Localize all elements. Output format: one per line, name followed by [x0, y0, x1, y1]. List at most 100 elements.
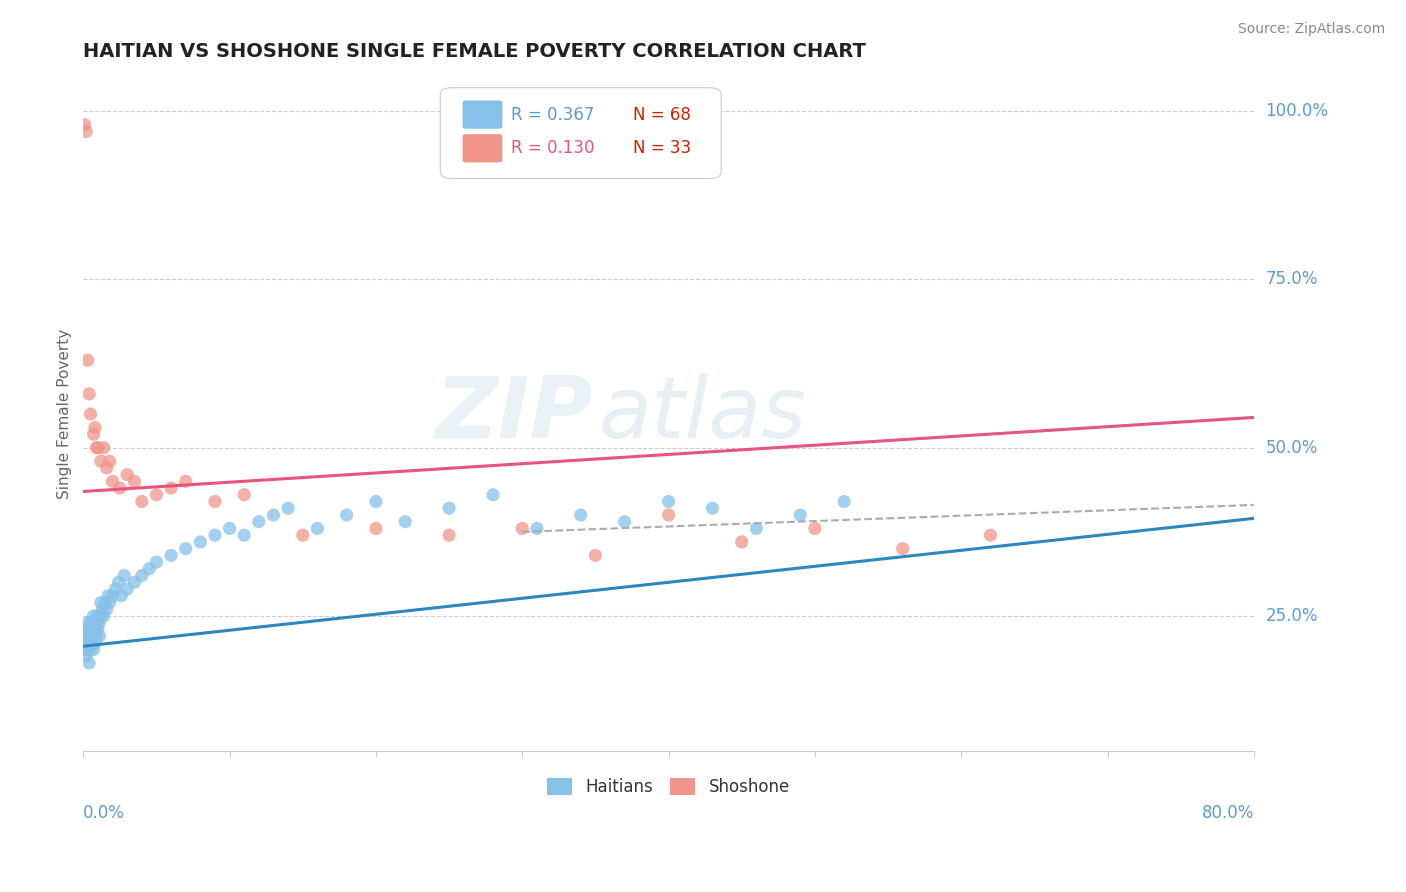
- Text: N = 68: N = 68: [634, 105, 692, 124]
- Point: [979, 528, 1001, 542]
- Point: [110, 589, 132, 603]
- Point: [891, 541, 914, 556]
- Point: [89, 629, 111, 643]
- Point: [84, 636, 107, 650]
- Point: [658, 494, 681, 508]
- Point: [138, 562, 160, 576]
- FancyBboxPatch shape: [463, 101, 502, 128]
- Y-axis label: Single Female Poverty: Single Female Poverty: [58, 329, 72, 500]
- Point: [90, 454, 112, 468]
- Point: [90, 595, 112, 609]
- Point: [233, 528, 256, 542]
- Point: [218, 521, 240, 535]
- Point: [174, 541, 197, 556]
- Point: [86, 615, 108, 630]
- Point: [291, 528, 314, 542]
- Point: [79, 642, 101, 657]
- Point: [87, 623, 110, 637]
- Point: [83, 629, 105, 643]
- Point: [79, 615, 101, 630]
- Text: atlas: atlas: [599, 373, 806, 456]
- Point: [87, 441, 110, 455]
- Text: Source: ZipAtlas.com: Source: ZipAtlas.com: [1237, 22, 1385, 37]
- Point: [526, 521, 548, 535]
- Point: [79, 407, 101, 421]
- Point: [789, 508, 811, 522]
- Point: [745, 521, 768, 535]
- Point: [98, 595, 121, 609]
- Point: [145, 555, 167, 569]
- Point: [77, 656, 100, 670]
- Point: [832, 494, 855, 508]
- Point: [188, 535, 211, 549]
- Point: [90, 609, 112, 624]
- Point: [79, 629, 101, 643]
- Point: [75, 649, 97, 664]
- Point: [131, 568, 153, 582]
- Point: [731, 535, 754, 549]
- Text: 25.0%: 25.0%: [1265, 607, 1317, 625]
- Point: [101, 475, 124, 489]
- Text: R = 0.367: R = 0.367: [510, 105, 593, 124]
- Point: [104, 582, 127, 596]
- Point: [97, 589, 120, 603]
- Point: [75, 124, 97, 138]
- Point: [76, 629, 98, 643]
- Point: [115, 467, 138, 482]
- Point: [73, 629, 96, 643]
- Point: [247, 515, 270, 529]
- Point: [98, 454, 121, 468]
- Point: [145, 488, 167, 502]
- Point: [482, 488, 505, 502]
- FancyBboxPatch shape: [463, 134, 502, 162]
- Point: [364, 494, 387, 508]
- Point: [77, 623, 100, 637]
- Point: [80, 623, 103, 637]
- Point: [583, 549, 606, 563]
- Point: [115, 582, 138, 596]
- Point: [93, 609, 115, 624]
- Point: [613, 515, 636, 529]
- Text: ZIP: ZIP: [434, 373, 592, 456]
- Point: [96, 461, 118, 475]
- Point: [702, 501, 724, 516]
- Point: [307, 521, 329, 535]
- Point: [89, 615, 111, 630]
- Point: [86, 629, 108, 643]
- Point: [108, 481, 131, 495]
- Point: [77, 636, 100, 650]
- Point: [83, 642, 105, 657]
- Point: [93, 441, 115, 455]
- Point: [77, 387, 100, 401]
- Point: [804, 521, 827, 535]
- Point: [86, 441, 108, 455]
- Point: [263, 508, 285, 522]
- Point: [73, 642, 96, 657]
- Point: [364, 521, 387, 535]
- Point: [94, 595, 117, 609]
- Point: [437, 528, 460, 542]
- Point: [233, 488, 256, 502]
- Text: R = 0.130: R = 0.130: [510, 139, 595, 157]
- Point: [84, 623, 107, 637]
- Point: [91, 602, 114, 616]
- Point: [75, 623, 97, 637]
- Point: [76, 353, 98, 368]
- Point: [75, 636, 97, 650]
- Text: 0.0%: 0.0%: [83, 805, 125, 822]
- Text: 75.0%: 75.0%: [1265, 270, 1317, 288]
- Point: [510, 521, 533, 535]
- Point: [83, 609, 105, 624]
- Point: [112, 568, 135, 582]
- Point: [658, 508, 681, 522]
- Point: [174, 475, 197, 489]
- Point: [131, 494, 153, 508]
- Point: [204, 494, 226, 508]
- Point: [336, 508, 359, 522]
- Point: [96, 602, 118, 616]
- Point: [277, 501, 299, 516]
- Text: HAITIAN VS SHOSHONE SINGLE FEMALE POVERTY CORRELATION CHART: HAITIAN VS SHOSHONE SINGLE FEMALE POVERT…: [83, 42, 866, 61]
- Point: [124, 475, 146, 489]
- Legend: Haitians, Shoshone: Haitians, Shoshone: [541, 772, 796, 803]
- Point: [204, 528, 226, 542]
